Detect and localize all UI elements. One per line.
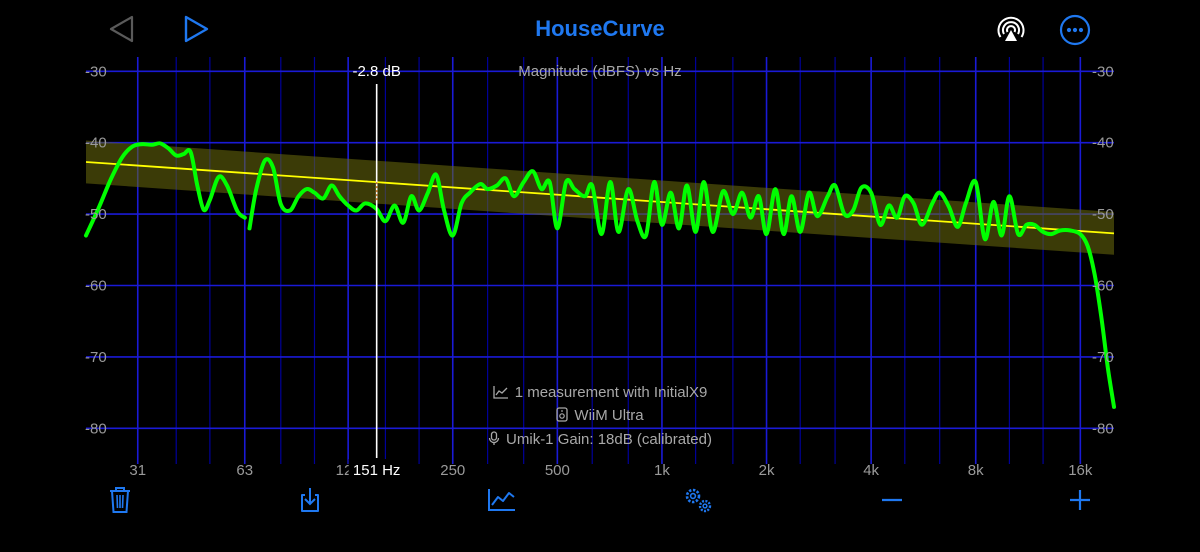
measurement-curve-segment <box>84 141 247 238</box>
y-axis-right-labels: -30 -40 -50 -60 -70 -80 <box>1092 63 1114 437</box>
device-info: WiiM Ultra <box>0 407 1200 424</box>
microphone-info: Umik-1 Gain: 18dB (calibrated) <box>0 431 1200 448</box>
y-tick-label-left: -30 <box>85 63 107 80</box>
x-tick-label: 500 <box>545 462 570 479</box>
device-name-text: WiiM Ultra <box>574 407 644 424</box>
x-tick-label: 16k <box>1068 462 1093 479</box>
trash-icon <box>110 487 130 513</box>
measurement-curve <box>84 141 1116 409</box>
minus-icon <box>882 498 902 502</box>
settings-button[interactable] <box>680 484 716 516</box>
y-tick-label-right: -40 <box>1092 135 1114 152</box>
broadcast-icon <box>997 16 1025 41</box>
y-tick-label-right: -70 <box>1092 349 1114 366</box>
x-tick-label: 63 <box>236 462 253 479</box>
y-tick-label-right: -60 <box>1092 277 1114 294</box>
y-tick-label-left: -80 <box>85 420 107 437</box>
cursor-frequency-label: 151 Hz <box>353 462 401 479</box>
y-tick-label-right: -50 <box>1092 206 1114 223</box>
zoom-in-button[interactable] <box>1062 484 1098 516</box>
chart-title: Magnitude (dBFS) vs Hz <box>518 63 681 80</box>
x-tick-label: 31 <box>129 462 146 479</box>
triangle-right-icon <box>184 15 209 43</box>
microphone-icon <box>488 431 500 445</box>
speaker-icon <box>556 407 569 422</box>
y-tick-label-left: -60 <box>85 277 107 294</box>
zoom-out-button[interactable] <box>874 484 910 516</box>
triangle-left-icon <box>109 15 134 43</box>
minor-grid <box>175 57 1044 464</box>
line-chart-icon <box>493 386 508 399</box>
x-tick-label: 2k <box>759 462 775 479</box>
cursor-value-label: -2.8 dB <box>352 63 400 80</box>
y-axis-left-labels: -30 -40 -50 -60 -70 -80 <box>85 63 107 437</box>
back-button[interactable] <box>108 14 136 44</box>
x-axis-labels: 31 63 125 250 500 1k 2k 4k 8k 16k <box>129 462 1093 479</box>
x-tick-label: 4k <box>863 462 879 479</box>
y-tick-label-left: -70 <box>85 349 107 366</box>
ellipsis-circle-icon <box>1059 14 1091 46</box>
line-chart-icon <box>488 489 515 511</box>
x-tick-label: 250 <box>440 462 465 479</box>
chart-view-button[interactable] <box>484 484 520 516</box>
measurement-info: 1 measurement with InitialX9 <box>0 384 1200 401</box>
delete-button[interactable] <box>102 484 138 516</box>
app-title: HouseCurve <box>535 16 665 41</box>
x-tick-label: 8k <box>968 462 984 479</box>
microphone-text: Umik-1 Gain: 18dB (calibrated) <box>506 431 712 448</box>
broadcast-button[interactable] <box>996 15 1026 45</box>
y-tick-label-right: -80 <box>1092 420 1114 437</box>
target-curve-line <box>85 161 1115 235</box>
more-button[interactable] <box>1059 14 1091 46</box>
gears-icon <box>685 488 712 513</box>
measurement-count-text: 1 measurement with InitialX9 <box>514 384 708 401</box>
x-tick-label: 1k <box>654 462 670 479</box>
cursor-frequency-label-background <box>348 459 405 479</box>
plus-icon <box>1070 490 1090 510</box>
y-tick-label-left: -40 <box>85 135 107 152</box>
app-title-bar: HouseCurve <box>0 16 1200 42</box>
download-icon <box>301 488 319 512</box>
save-button[interactable] <box>292 484 328 516</box>
major-grid <box>86 57 1114 464</box>
measurement-curve-segment <box>247 157 1116 409</box>
y-tick-label-right: -30 <box>1092 63 1114 80</box>
forward-button[interactable] <box>182 14 210 44</box>
y-tick-label-left: -50 <box>85 206 107 223</box>
